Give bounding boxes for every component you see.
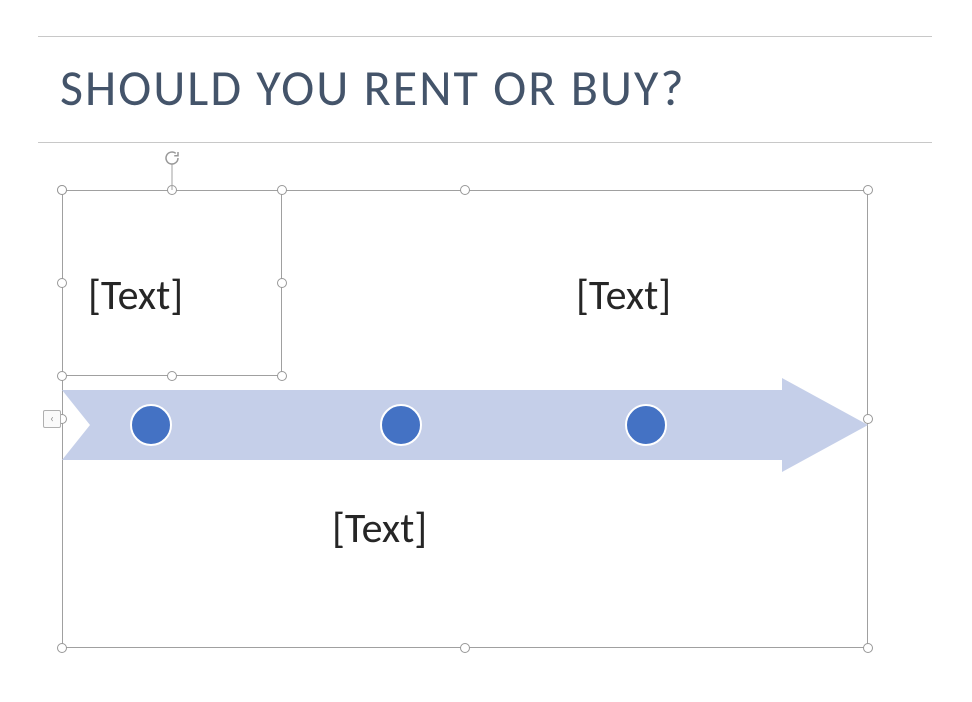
resize-handle[interactable] [863, 185, 873, 195]
process-node-dot[interactable] [130, 404, 172, 446]
resize-handle[interactable] [863, 643, 873, 653]
divider-top [38, 36, 932, 37]
process-node-dot[interactable] [625, 404, 667, 446]
rotation-stem [172, 164, 173, 190]
process-node-label[interactable]: [Text] [88, 270, 183, 321]
divider-under-title [38, 142, 932, 143]
slide-title[interactable]: SHOULD YOU RENT OR BUY? [60, 58, 686, 119]
resize-handle[interactable] [460, 643, 470, 653]
rotation-handle[interactable] [163, 149, 181, 167]
arrow-shape [62, 378, 868, 472]
process-node-label[interactable]: [Text] [332, 503, 427, 554]
process-node-dot[interactable] [380, 404, 422, 446]
resize-handle[interactable] [277, 185, 287, 195]
resize-handle[interactable] [57, 278, 67, 288]
process-node-label[interactable]: [Text] [576, 270, 671, 321]
resize-handle[interactable] [57, 185, 67, 195]
smartart-process-arrow[interactable] [62, 378, 868, 472]
resize-handle[interactable] [277, 278, 287, 288]
smartart-text-pane-toggle[interactable]: ‹ [43, 410, 61, 428]
resize-handle[interactable] [57, 643, 67, 653]
resize-handle[interactable] [460, 185, 470, 195]
